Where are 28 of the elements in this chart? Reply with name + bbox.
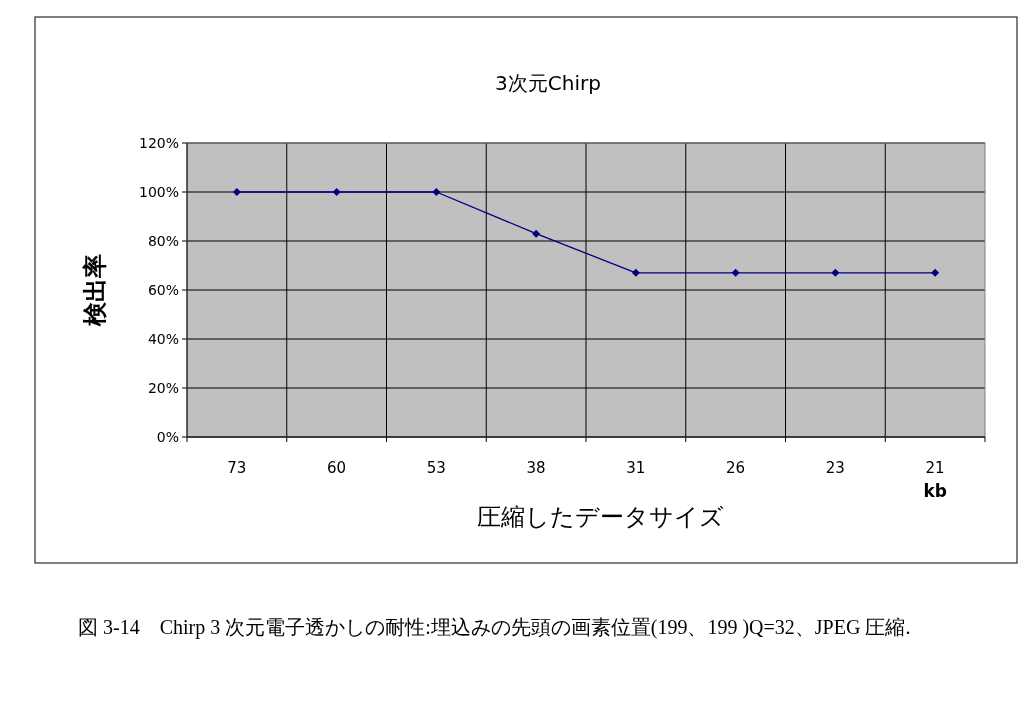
point — [432, 188, 441, 196]
point — [931, 268, 940, 277]
point — [532, 229, 541, 238]
x-tick-label: 60 — [327, 459, 347, 477]
x-tick-label: 73 — [227, 459, 247, 477]
x-axis-title: 圧縮したデータサイズ — [476, 503, 724, 531]
point — [731, 268, 740, 277]
y-tick-label: 40% — [147, 331, 179, 347]
y-tick-label: 120% — [138, 135, 179, 151]
x-tick-label: 23 — [825, 459, 845, 477]
point — [232, 188, 241, 196]
x-tick-label: 21 — [925, 459, 945, 477]
chart-title: 3次元Chirp — [495, 71, 601, 95]
x-tick-label: 31 — [626, 459, 646, 477]
x-tick-label: 53 — [426, 459, 446, 477]
point — [831, 268, 840, 277]
x-tick-label: 38 — [526, 459, 546, 477]
y-tick-label: 80% — [147, 233, 179, 249]
point — [631, 268, 640, 277]
point — [332, 188, 341, 196]
caption: 図 3-14 Chirp 3 次元電子透かしの耐性:埋込みの先頭の画素位置(199、199 )Q=32、JPEG 圧縮. — [78, 615, 912, 641]
y-tick-label: 20% — [147, 380, 179, 396]
text: kb — [923, 481, 947, 501]
y-tick-label: 0% — [156, 429, 179, 445]
y-tick-label: 100% — [138, 184, 179, 200]
y-tick-label: 60% — [147, 282, 179, 298]
x-tick-label: 26 — [726, 459, 746, 477]
y-axis-title: 検出率 — [81, 254, 109, 327]
